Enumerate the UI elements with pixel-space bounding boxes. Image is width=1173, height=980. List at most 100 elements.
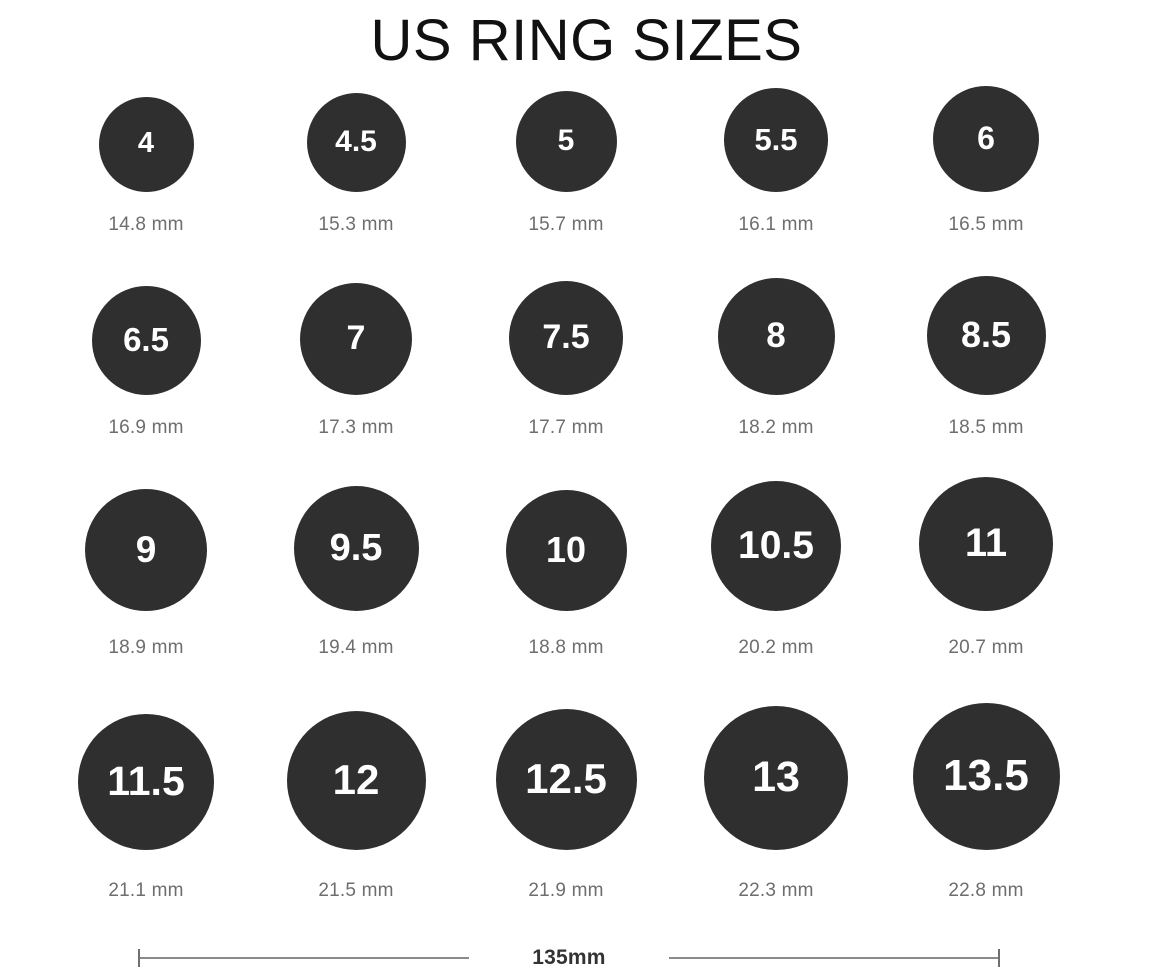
- ring-size-cell[interactable]: 6.5 16.9 mm: [41, 286, 251, 439]
- ring-size-cell[interactable]: 11.5 21.1 mm: [41, 714, 251, 902]
- ring-size-cell[interactable]: 9.5 19.4 mm: [251, 486, 461, 659]
- ring-size-value: 8: [766, 316, 786, 355]
- ring-diameter-label: 17.3 mm: [318, 417, 394, 438]
- ring-diameter-label: 21.9 mm: [528, 880, 604, 901]
- ring-diameter-label: 15.7 mm: [528, 214, 604, 235]
- ring-circle-slot: 7.5: [461, 281, 671, 395]
- ring-circle-slot: 7: [251, 283, 461, 395]
- ring-size-circle[interactable]: 5.5: [724, 88, 828, 192]
- ring-circle-slot: 12.5: [461, 709, 671, 850]
- ring-size-circle[interactable]: 10.5: [711, 481, 841, 611]
- ring-size-value: 10.5: [738, 523, 814, 567]
- ring-size-value: 5: [557, 123, 575, 157]
- ring-size-value: 13.5: [943, 750, 1029, 800]
- ring-size-cell[interactable]: 8.5 18.5 mm: [881, 276, 1091, 439]
- ring-size-cell[interactable]: 10 18.8 mm: [461, 490, 671, 659]
- ring-diameter-label: 18.2 mm: [738, 417, 814, 438]
- ring-circle-slot: 9.5: [251, 486, 461, 611]
- ring-circle-slot: 11: [881, 477, 1091, 611]
- ring-size-cell[interactable]: 10.5 20.2 mm: [671, 481, 881, 659]
- ring-size-circle[interactable]: 9.5: [293, 486, 419, 611]
- ring-size-cell[interactable]: 13.5 22.8 mm: [881, 703, 1091, 902]
- ring-size-value: 12: [332, 755, 380, 803]
- ring-size-value: 6.5: [123, 321, 169, 358]
- ring-size-circle[interactable]: 4.5: [306, 93, 406, 192]
- ring-diameter-label: 15.3 mm: [318, 214, 394, 235]
- ring-diameter-label: 21.5 mm: [318, 880, 394, 901]
- ring-size-circle[interactable]: 11: [919, 477, 1053, 611]
- ring-size-circle[interactable]: 13: [704, 706, 848, 850]
- ring-size-circle[interactable]: 4: [98, 97, 194, 192]
- ring-diameter-label: 14.8 mm: [108, 214, 184, 235]
- ring-size-circle[interactable]: 5: [515, 91, 617, 192]
- ring-size-cell[interactable]: 12.5 21.9 mm: [461, 709, 671, 902]
- ring-circle-slot: 5.5: [671, 88, 881, 192]
- ring-diameter-label: 16.5 mm: [948, 214, 1024, 235]
- scale-ruler: 135mm: [138, 942, 1000, 974]
- ring-diameter-label: 22.8 mm: [948, 880, 1024, 901]
- ring-size-value: 13: [752, 752, 800, 801]
- ring-size-cell[interactable]: 7 17.3 mm: [251, 283, 461, 439]
- ring-size-cell[interactable]: 11 20.7 mm: [881, 477, 1091, 659]
- ring-diameter-label: 22.3 mm: [738, 880, 814, 901]
- ring-size-cell[interactable]: 7.5 17.7 mm: [461, 281, 671, 439]
- ring-size-value: 4: [137, 127, 155, 159]
- ring-diameter-label: 17.7 mm: [528, 417, 604, 438]
- ring-circle-slot: 5: [461, 91, 671, 192]
- ring-size-circle[interactable]: 10: [505, 490, 627, 611]
- ruler-end-cap-right-icon: [998, 949, 1000, 967]
- ring-size-circle[interactable]: 12: [286, 711, 426, 850]
- ring-size-value: 9: [135, 528, 157, 570]
- ring-size-value: 7: [346, 319, 366, 357]
- ring-size-value: 11: [964, 521, 1008, 565]
- ring-circle-slot: 4: [41, 97, 251, 192]
- ring-size-value: 6: [977, 120, 995, 156]
- ring-size-circle[interactable]: 6: [933, 86, 1039, 192]
- ring-size-cell[interactable]: 6 16.5 mm: [881, 86, 1091, 236]
- ring-size-circle[interactable]: 8.5: [926, 276, 1046, 395]
- ruler-label: 135mm: [469, 942, 669, 974]
- ring-diameter-label: 18.5 mm: [948, 417, 1024, 438]
- ring-diameter-label: 19.4 mm: [318, 637, 394, 658]
- ring-circle-slot: 12: [251, 711, 461, 850]
- ring-circle-slot: 6: [881, 86, 1091, 192]
- ring-size-circle[interactable]: 13.5: [912, 703, 1060, 850]
- ring-circle-slot: 11.5: [41, 714, 251, 850]
- ring-size-circle[interactable]: 11.5: [78, 714, 214, 850]
- ring-size-value: 11.5: [107, 757, 185, 804]
- ring-size-row: 9 18.9 mm 9.5 19.4 mm 10 18.8 mm 10.5 20.2 mm 11…: [0, 477, 1173, 659]
- ring-size-circle[interactable]: 6.5: [91, 286, 201, 395]
- ring-size-circle[interactable]: 7.5: [509, 281, 623, 395]
- ring-size-circle[interactable]: 8: [717, 278, 835, 395]
- ring-diameter-label: 16.1 mm: [738, 214, 814, 235]
- ring-size-value: 12.5: [525, 754, 607, 802]
- ring-diameter-label: 18.9 mm: [108, 637, 184, 658]
- ring-size-cell[interactable]: 5 15.7 mm: [461, 91, 671, 236]
- ring-diameter-label: 20.7 mm: [948, 637, 1024, 658]
- ring-circle-slot: 6.5: [41, 286, 251, 395]
- ring-size-cell[interactable]: 5.5 16.1 mm: [671, 88, 881, 236]
- ring-circle-slot: 4.5: [251, 93, 461, 192]
- ring-size-circle[interactable]: 7: [300, 283, 412, 395]
- ring-size-cell[interactable]: 8 18.2 mm: [671, 278, 881, 439]
- ring-size-value: 9.5: [329, 526, 383, 569]
- ring-size-row: 11.5 21.1 mm 12 21.5 mm 12.5 21.9 mm 13 22.3 mm…: [0, 703, 1173, 902]
- ring-circle-slot: 8.5: [881, 276, 1091, 395]
- ring-circle-slot: 10.5: [671, 481, 881, 611]
- ring-diameter-label: 18.8 mm: [528, 637, 604, 658]
- ring-size-value: 8.5: [960, 313, 1012, 355]
- ring-size-cell[interactable]: 9 18.9 mm: [41, 489, 251, 659]
- ring-size-cell[interactable]: 13 22.3 mm: [671, 706, 881, 902]
- ring-diameter-label: 21.1 mm: [108, 880, 184, 901]
- ring-size-cell[interactable]: 12 21.5 mm: [251, 711, 461, 902]
- ring-circle-slot: 13.5: [881, 703, 1091, 850]
- ring-circle-slot: 9: [41, 489, 251, 611]
- ring-size-cell[interactable]: 4 14.8 mm: [41, 97, 251, 236]
- ring-size-row: 4 14.8 mm 4.5 15.3 mm 5 15.7 mm 5.5 16.1 mm 6 16.…: [0, 86, 1173, 236]
- ruler-end-cap-left-icon: [138, 949, 140, 967]
- page-title: US RING SIZES: [370, 8, 803, 73]
- ring-size-circle[interactable]: 12.5: [495, 709, 637, 850]
- ring-size-circle[interactable]: 9: [85, 489, 207, 611]
- ring-size-cell[interactable]: 4.5 15.3 mm: [251, 93, 461, 236]
- ring-size-value: 7.5: [542, 318, 590, 356]
